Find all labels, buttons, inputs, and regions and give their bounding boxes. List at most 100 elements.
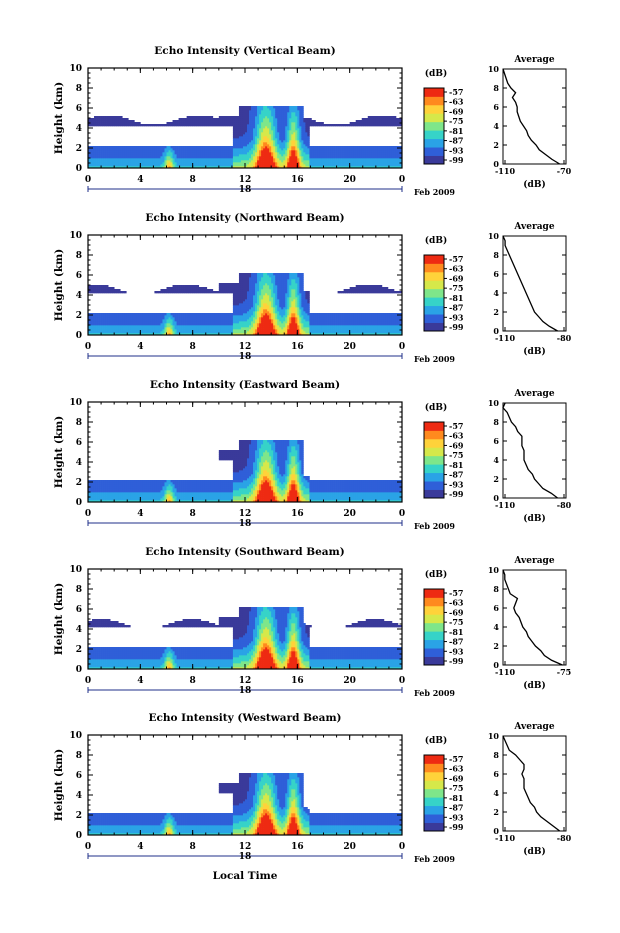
heatmap-cell (106, 331, 108, 333)
heatmap-cell (301, 108, 303, 110)
heatmap-cell (281, 162, 283, 164)
heatmap-cell (233, 150, 235, 152)
heatmap-cell (275, 313, 277, 315)
heatmap-cell (261, 275, 263, 277)
heatmap-cell (203, 148, 205, 150)
heatmap-cell (289, 106, 291, 108)
heatmap-cell (388, 160, 390, 162)
heatmap-cell (257, 313, 259, 315)
heatmap-cell (100, 327, 102, 329)
heatmap-cell (398, 154, 400, 156)
heatmap-cell (211, 164, 213, 166)
heatmap-cell (235, 144, 237, 146)
heatmap-cell (239, 281, 241, 283)
heatmap-cell (267, 134, 269, 136)
heatmap-cell (287, 305, 289, 307)
heatmap-cell (92, 154, 94, 156)
heatmap-cell (108, 124, 110, 126)
heatmap-cell (92, 323, 94, 325)
heatmap-cell (158, 317, 160, 319)
heatmap-cell (247, 299, 249, 301)
heatmap-cell (183, 329, 185, 331)
heatmap-cell (183, 146, 185, 148)
heatmap-cell (253, 325, 255, 327)
heatmap-cell (94, 158, 96, 160)
heatmap-cell (376, 120, 378, 122)
heatmap-cell (283, 329, 285, 331)
heatmap-cell (122, 321, 124, 323)
heatmap-cell (154, 321, 156, 323)
heatmap-cell (281, 291, 283, 293)
heatmap-cell (169, 152, 171, 154)
heatmap-cell (261, 327, 263, 329)
heatmap-cell (368, 150, 370, 152)
heatmap-cell (293, 136, 295, 138)
heatmap-cell (162, 160, 164, 162)
heatmap-cell (382, 148, 384, 150)
heatmap-cell (181, 329, 183, 331)
heatmap-cell (267, 162, 269, 164)
heatmap-cell (197, 122, 199, 124)
heatmap-cell (279, 291, 281, 293)
heatmap-cell (249, 110, 251, 112)
heatmap-cell (396, 164, 398, 166)
heatmap-cell (287, 281, 289, 283)
heatmap-cell (185, 150, 187, 152)
heatmap-cell (253, 112, 255, 114)
average-y-tick-label: 2 (493, 140, 499, 150)
heatmap-cell (275, 106, 277, 108)
heatmap-cell (390, 122, 392, 124)
heatmap-cell (213, 152, 215, 154)
heatmap-cell (261, 164, 263, 166)
heatmap-cell (291, 106, 293, 108)
heatmap-cell (356, 146, 358, 148)
heatmap-cell (289, 301, 291, 303)
heatmap-cell (257, 154, 259, 156)
heatmap-cell (271, 148, 273, 150)
heatmap-cell (235, 156, 237, 158)
heatmap-cell (267, 297, 269, 299)
heatmap-cell (273, 303, 275, 305)
heatmap-cell (237, 144, 239, 146)
heatmap-cell (110, 325, 112, 327)
heatmap-cell (386, 160, 388, 162)
heatmap-cell (257, 124, 259, 126)
heatmap-cell (150, 164, 152, 166)
heatmap-cell (199, 118, 201, 120)
y-tick-label: 4 (76, 124, 82, 134)
heatmap-cell (277, 303, 279, 305)
heatmap-cell (253, 323, 255, 325)
heatmap-cell (185, 327, 187, 329)
heatmap-cell (289, 273, 291, 275)
heatmap-cell (380, 158, 382, 160)
heatmap-cell (275, 152, 277, 154)
heatmap-cell (189, 285, 191, 287)
heatmap-cell (370, 152, 372, 154)
heatmap-cell (237, 134, 239, 136)
heatmap-cell (301, 134, 303, 136)
heatmap-cell (285, 273, 287, 275)
heatmap-cell (374, 160, 376, 162)
heatmap-cell (394, 122, 396, 124)
heatmap-cell (114, 116, 116, 118)
heatmap-cell (154, 164, 156, 166)
heatmap-cell (396, 158, 398, 160)
heatmap-cell (273, 311, 275, 313)
heatmap-cell (287, 287, 289, 289)
heatmap-cell (257, 160, 259, 162)
heatmap-cell (301, 158, 303, 160)
heatmap-cell (297, 124, 299, 126)
heatmap-cell (164, 323, 166, 325)
heatmap-cell (382, 122, 384, 124)
heatmap-cell (241, 301, 243, 303)
heatmap-cell (239, 148, 241, 150)
heatmap-cell (249, 327, 251, 329)
heatmap-cell (227, 152, 229, 154)
heatmap-cell (98, 162, 100, 164)
heatmap-cell (287, 301, 289, 303)
heatmap-cell (102, 287, 104, 289)
heatmap-cell (299, 122, 301, 124)
heatmap-cell (261, 124, 263, 126)
heatmap-cell (102, 122, 104, 124)
heatmap-cell (281, 148, 283, 150)
